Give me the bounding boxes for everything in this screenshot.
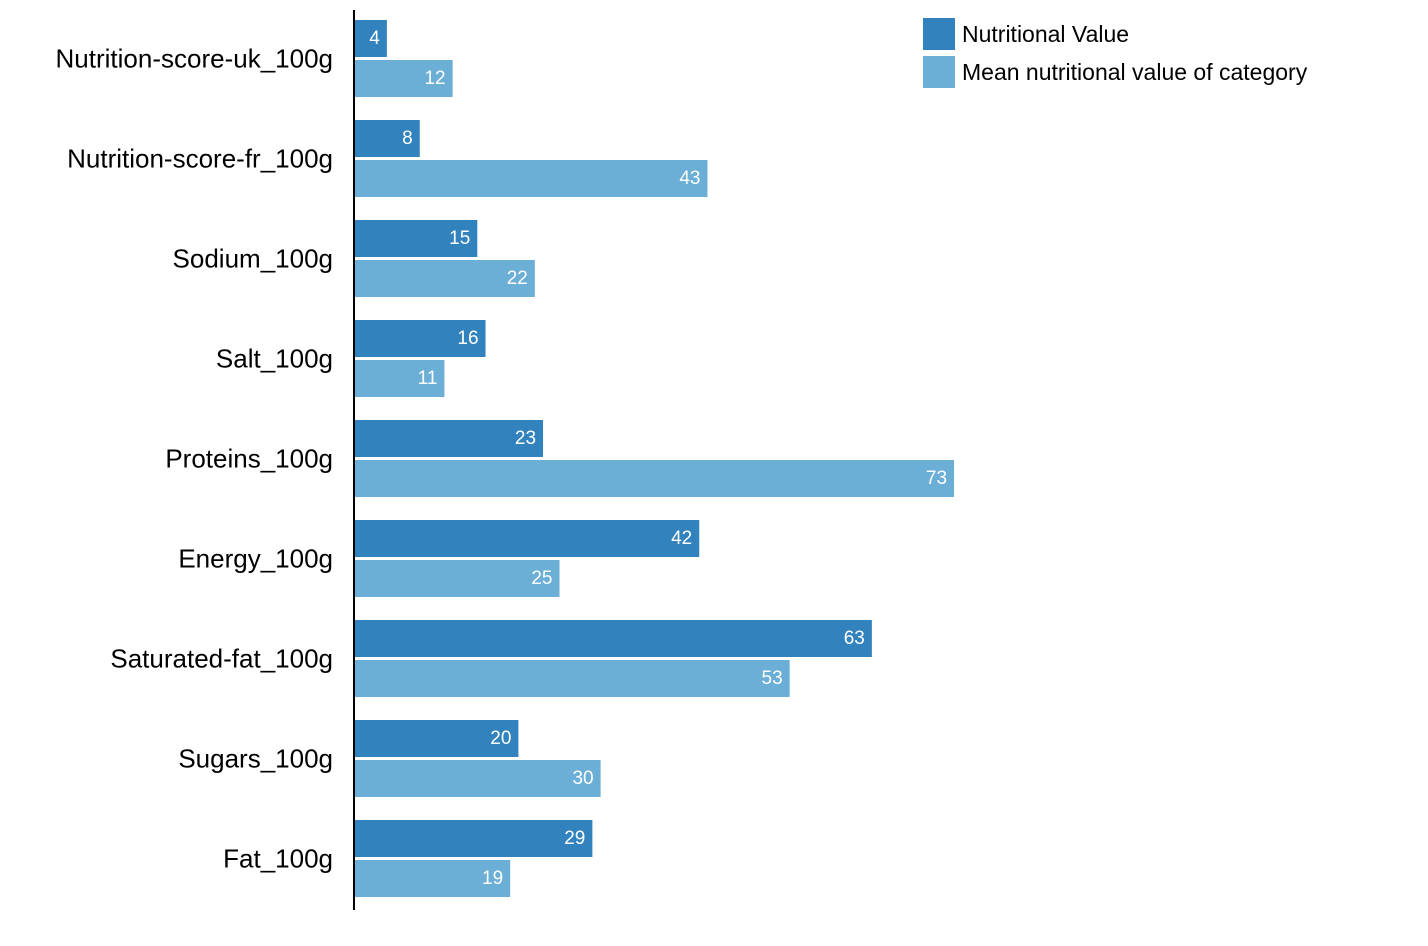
bar-value-label: 25 <box>531 568 552 589</box>
bar-nutrition-score-uk-100g-series-2 <box>354 60 453 97</box>
legend-swatch-series-1 <box>923 18 955 50</box>
bar-value-label: 15 <box>449 228 470 249</box>
bar-nutrition-score-fr-100g-series-1 <box>354 120 420 157</box>
legend: Nutritional Value Mean nutritional value … <box>923 18 1308 88</box>
bar-energy-100g-series-1 <box>354 520 700 557</box>
category-labels-layer: Nutrition-score-uk_100g Nutrition-score-f… <box>56 44 333 874</box>
category-label-proteins-100g: Proteins_100g <box>165 444 333 474</box>
bar-value-label: 22 <box>507 268 528 289</box>
category-label-nutrition-score-fr-100g: Nutrition-score-fr_100g <box>67 144 333 174</box>
bar-value-label: 23 <box>515 428 536 449</box>
bar-proteins-100g-series-1 <box>354 420 544 457</box>
bar-saturated-fat-100g-series-2 <box>354 660 790 697</box>
category-label-nutrition-score-uk-100g: Nutrition-score-uk_100g <box>56 44 333 74</box>
bar-value-label: 20 <box>490 728 511 749</box>
bar-value-label: 16 <box>457 328 478 349</box>
bar-value-label: 53 <box>762 668 783 689</box>
bar-saturated-fat-100g-series-1 <box>354 620 872 657</box>
bar-salt-100g-series-1 <box>354 320 486 357</box>
bar-value-label: 42 <box>671 528 692 549</box>
category-label-sugars-100g: Sugars_100g <box>178 744 333 774</box>
bar-value-label: 43 <box>679 168 700 189</box>
category-label-energy-100g: Energy_100g <box>178 544 333 574</box>
bar-sodium-100g-series-2 <box>354 260 535 297</box>
category-label-fat-100g: Fat_100g <box>223 844 333 874</box>
bar-value-label: 63 <box>844 628 865 649</box>
bar-value-label: 73 <box>926 468 947 489</box>
bar-value-label: 8 <box>402 128 413 149</box>
legend-label-series-1: Nutritional Value <box>962 21 1129 47</box>
category-label-sodium-100g: Sodium_100g <box>173 244 333 274</box>
bar-sugars-100g-series-2 <box>354 760 601 797</box>
category-label-saturated-fat-100g: Saturated-fat_100g <box>110 644 333 674</box>
bar-sodium-100g-series-1 <box>354 220 478 257</box>
bar-nutrition-score-fr-100g-series-2 <box>354 160 708 197</box>
legend-swatch-series-2 <box>923 56 955 88</box>
bars-layer: 4 12 8 43 15 22 16 11 23 73 42 25 63 53 20 30 29 19 <box>354 20 955 897</box>
bar-value-label: 30 <box>572 768 593 789</box>
category-label-salt-100g: Salt_100g <box>216 344 333 374</box>
bar-value-label: 12 <box>424 68 445 89</box>
bar-salt-100g-series-2 <box>354 360 445 397</box>
bar-energy-100g-series-2 <box>354 560 560 597</box>
bar-value-label: 29 <box>564 828 585 849</box>
bar-nutrition-score-uk-100g-series-1 <box>354 20 387 57</box>
bar-fat-100g-series-1 <box>354 820 593 857</box>
bar-fat-100g-series-2 <box>354 860 511 897</box>
bar-sugars-100g-series-1 <box>354 720 519 757</box>
bar-value-label: 11 <box>418 368 438 389</box>
bar-value-label: 19 <box>482 868 503 889</box>
bar-proteins-100g-series-2 <box>354 460 955 497</box>
bar-value-label: 4 <box>369 28 380 49</box>
legend-label-series-2: Mean nutritional value of category <box>962 59 1308 85</box>
